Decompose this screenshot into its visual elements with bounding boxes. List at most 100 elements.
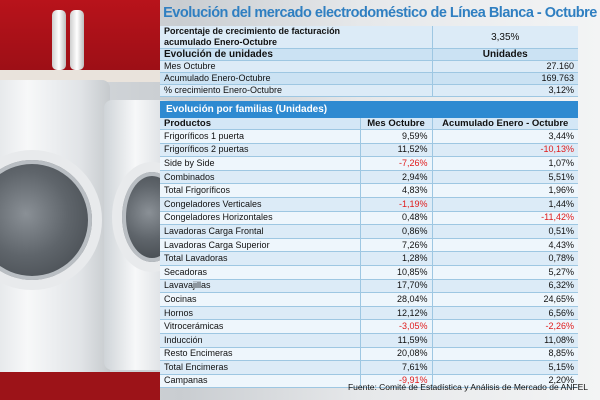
family-accumulated-value: 1,07% (431, 156, 578, 171)
family-row: Congeladores Horizontales 0,48% -11,42% (160, 211, 578, 226)
family-product: Total Encimeras (160, 360, 360, 375)
store-floor (0, 372, 160, 400)
product-bottle (70, 10, 84, 70)
family-month-value: 4,83% (359, 183, 432, 198)
family-accumulated-value: -2,26% (431, 319, 578, 334)
header-accumulated: Acumulado Enero - Octubre (431, 118, 578, 130)
family-accumulated-value: 3,44% (431, 129, 578, 144)
family-month-value: 11,59% (359, 333, 432, 348)
family-accumulated-value: 5,27% (431, 265, 578, 280)
family-accumulated-value: 2,20% (431, 374, 578, 389)
family-accumulated-value: 5,51% (431, 170, 578, 185)
family-row: Campanas -9,91% 2,20% (160, 374, 578, 389)
family-row: Total Frigoríficos 4,83% 1,96% (160, 183, 578, 198)
families-table: Productos Mes Octubre Acumulado Enero - … (160, 118, 578, 389)
family-accumulated-value: 24,65% (431, 292, 578, 307)
family-month-value: 7,26% (359, 238, 432, 253)
family-product: Congeladores Verticales (160, 197, 360, 212)
family-row: Frigoríficos 2 puertas 11,52% -10,13% (160, 143, 578, 158)
units-header: Unidades (431, 48, 578, 61)
family-product: Side by Side (160, 156, 360, 171)
data-panel: Porcentaje de crecimiento de facturación… (160, 26, 578, 389)
family-product: Inducción (160, 333, 360, 348)
family-row: Total Lavadoras 1,28% 0,78% (160, 251, 578, 266)
family-accumulated-value: 6,56% (431, 306, 578, 321)
billing-label-line-1: Porcentaje de crecimiento de facturación (164, 26, 341, 36)
family-month-value: -7,26% (359, 156, 432, 171)
family-product: Total Frigoríficos (160, 183, 360, 198)
store-shelf (0, 70, 160, 82)
family-row: Secadoras 10,85% 5,27% (160, 265, 578, 280)
family-accumulated-value: 0,78% (431, 251, 578, 266)
family-product: Lavadoras Carga Frontal (160, 224, 360, 239)
summary-table: Porcentaje de crecimiento de facturación… (160, 26, 578, 97)
family-product: Resto Encimeras (160, 347, 360, 362)
family-accumulated-value: 1,96% (431, 183, 578, 198)
family-accumulated-value: 0,51% (431, 224, 578, 239)
source-note: Fuente: Comité de Estadística y Análisis… (347, 382, 588, 392)
family-row: Lavadoras Carga Frontal 0,86% 0,51% (160, 224, 578, 239)
billing-row: Porcentaje de crecimiento de facturación… (160, 26, 578, 49)
family-row: Congeladores Verticales -1,19% 1,44% (160, 197, 578, 212)
family-row: Hornos 12,12% 6,56% (160, 306, 578, 321)
family-row: Resto Encimeras 20,08% 8,85% (160, 347, 578, 362)
family-product: Hornos (160, 306, 360, 321)
family-accumulated-value: 11,08% (431, 333, 578, 348)
family-row: Frigoríficos 1 puerta 9,59% 3,44% (160, 129, 578, 144)
family-month-value: 28,04% (359, 292, 432, 307)
units-row: Acumulado Enero-Octubre 169.763 (160, 72, 578, 85)
units-row-value: 27.160 (431, 60, 578, 73)
washing-machine-front (0, 80, 110, 380)
family-month-value: 1,28% (359, 251, 432, 266)
units-row: Mes Octubre 27.160 (160, 60, 578, 73)
family-month-value: 12,12% (359, 306, 432, 321)
family-product: Cocinas (160, 292, 360, 307)
family-product: Lavadoras Carga Superior (160, 238, 360, 253)
family-month-value: 9,59% (359, 129, 432, 144)
family-accumulated-value: 8,85% (431, 347, 578, 362)
family-accumulated-value: -10,13% (431, 143, 578, 158)
units-row: % crecimiento Enero-Octubre 3,12% (160, 84, 578, 97)
family-product: Frigoríficos 1 puerta (160, 129, 360, 144)
family-row: Combinados 2,94% 5,51% (160, 170, 578, 185)
units-row-value: 169.763 (431, 72, 578, 85)
family-product: Vitrocerámicas (160, 319, 360, 334)
family-month-value: 7,61% (359, 360, 432, 375)
units-label: Evolución de unidades (160, 48, 432, 61)
family-row: Lavadoras Carga Superior 7,26% 4,43% (160, 238, 578, 253)
billing-value: 3,35% (431, 26, 578, 49)
family-accumulated-value: -11,42% (431, 211, 578, 226)
family-accumulated-value: 5,15% (431, 360, 578, 375)
family-product: Secadoras (160, 265, 360, 280)
family-product: Combinados (160, 170, 360, 185)
product-bottle (52, 10, 66, 70)
families-table-body: Frigoríficos 1 puerta 9,59% 3,44% Frigorífi… (160, 129, 578, 389)
billing-label-line-2: acumulado Enero-Octubre (164, 37, 278, 47)
family-accumulated-value: 4,43% (431, 238, 578, 253)
family-month-value: 2,94% (359, 170, 432, 185)
family-row: Inducción 11,59% 11,08% (160, 333, 578, 348)
washer-drum (0, 150, 102, 290)
family-month-value: 0,48% (359, 211, 432, 226)
infographic-title: Evolución del mercado electrodoméstico d… (163, 5, 597, 21)
family-month-value: 11,52% (359, 143, 432, 158)
family-row: Total Encimeras 7,61% 5,15% (160, 360, 578, 375)
family-accumulated-value: 6,32% (431, 279, 578, 294)
family-accumulated-value: 1,44% (431, 197, 578, 212)
family-product: Frigoríficos 2 puertas (160, 143, 360, 158)
units-header-row: Evolución de unidades Unidades (160, 48, 578, 61)
billing-label: Porcentaje de crecimiento de facturación… (160, 26, 432, 49)
header-month: Mes Octubre (359, 118, 432, 130)
family-month-value: -1,19% (359, 197, 432, 212)
family-month-value: -3,05% (359, 319, 432, 334)
families-header-row: Productos Mes Octubre Acumulado Enero - … (160, 118, 578, 130)
family-month-value: 10,85% (359, 265, 432, 280)
family-product: Total Lavadoras (160, 251, 360, 266)
units-row-label: % crecimiento Enero-Octubre (160, 84, 432, 97)
families-section-title: Evolución por familias (Unidades) (160, 101, 578, 118)
family-month-value: 20,08% (359, 347, 432, 362)
units-row-label: Acumulado Enero-Octubre (160, 72, 432, 85)
family-row: Lavavajillas 17,70% 6,32% (160, 279, 578, 294)
family-product: Congeladores Horizontales (160, 211, 360, 226)
header-products: Productos (160, 118, 360, 130)
